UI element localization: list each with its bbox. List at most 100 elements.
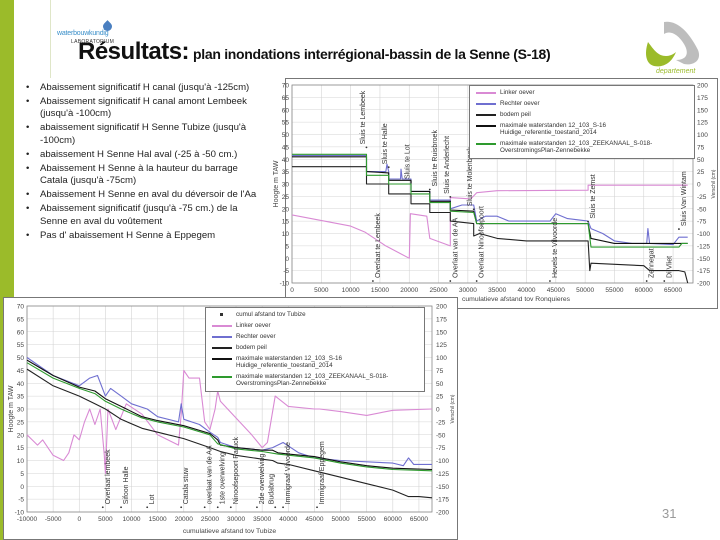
department-logo-icon (646, 21, 700, 67)
y-tick-label: 20 (17, 432, 25, 439)
annotation-marker (256, 506, 258, 509)
annotation-label: Overlaat te Lembeek (375, 213, 382, 278)
y-tick-label: 0 (285, 256, 289, 263)
x-tick-label: -5000 (45, 516, 62, 523)
y2-tick-label: 25 (436, 394, 444, 401)
series-line (26, 369, 433, 474)
legend-item: Linker oever (206, 320, 424, 331)
waterbouwkundig-logo: waterbouwkundig LABORATORIUM (57, 20, 127, 48)
x-tick-label: 40000 (517, 287, 535, 294)
x-tick-label: 35000 (253, 516, 271, 523)
annotation-marker (449, 196, 452, 198)
annotation-marker (428, 188, 431, 191)
annotation-marker (146, 506, 149, 509)
y-tick-label: 55 (17, 342, 25, 349)
x-tick-label: 20000 (400, 287, 418, 294)
legend-marker (220, 313, 223, 316)
x-tick-label: 60000 (635, 287, 653, 294)
x-tick-label: 50000 (576, 287, 594, 294)
annotation-label: Sluis Van Wintam (681, 171, 688, 226)
series-line (26, 359, 433, 471)
y-tick-label: 40 (17, 381, 25, 388)
x-tick-label: 0 (77, 516, 81, 523)
y2-tick-label: -75 (697, 219, 707, 226)
legend-swatch (476, 143, 496, 145)
legend-label: Linker oever (500, 89, 535, 96)
y2-tick-label: -25 (697, 194, 707, 201)
annotation-marker (549, 280, 551, 282)
bullet-item: abaissement H Senne Hal aval (-25 à -50 … (24, 149, 264, 162)
annotation-marker (410, 181, 412, 183)
y-tick-label: -5 (18, 497, 24, 504)
annotation-marker (282, 506, 284, 509)
y2-tick-label: 150 (436, 329, 447, 336)
annotation-label: Sluis te Halle (382, 123, 389, 164)
y-tick-label: 30 (17, 407, 25, 414)
bullet-item: Pas d' abaissement H Senne à Eppegem (24, 230, 264, 243)
y-tick-label: 5 (285, 243, 289, 250)
annotation-label: Catala stuw (183, 467, 190, 505)
legend-item: Rechter oever (206, 331, 424, 342)
annotation-marker (180, 506, 183, 509)
annotation-marker (472, 208, 475, 211)
annotation-marker (587, 220, 589, 223)
department-logo-text: departement (656, 68, 696, 75)
y2-tick-label: 0 (697, 182, 701, 189)
legend-item: bodem peil (206, 342, 424, 353)
legend-label: cumul afstand tov Tubize (236, 311, 306, 318)
series-line (292, 153, 688, 248)
y-tick-label: 5 (20, 471, 24, 478)
legend-label: maximale waterstanden 12_103_S-16 Huidig… (236, 355, 343, 369)
x-tick-label: 50000 (332, 516, 350, 523)
y-tick-label: 10 (282, 231, 290, 238)
y2-tick-label: 200 (697, 83, 708, 90)
page-number: 31 (662, 506, 677, 521)
bullet-item: Abaissement significatif (jusqu'à -75 cm… (24, 203, 264, 228)
legend-item: bodem peil (470, 109, 694, 120)
series-line (26, 362, 433, 472)
y-tick-label: 70 (282, 83, 290, 90)
x-tick-label: 20000 (175, 516, 193, 523)
y2-tick-label: 100 (436, 355, 447, 362)
annotation-label: Sluis te Lot (405, 144, 412, 179)
y-tick-label: 15 (17, 445, 25, 452)
divider (50, 0, 51, 78)
annotation-label: Sifoon Halle (123, 466, 130, 504)
x-tick-label: 15000 (149, 516, 167, 523)
legend-item: cumul afstand tov Tubize (206, 309, 424, 320)
annotation-label: Sluis te Molenbeek (467, 147, 474, 207)
annotation-marker (229, 506, 232, 509)
annotation-marker (203, 506, 206, 509)
title-main: Résultats: (78, 38, 190, 65)
y2-tick-label: -50 (697, 206, 707, 213)
x-tick-label: 55000 (605, 287, 623, 294)
y-axis-label: Hoogte m TAW (8, 385, 15, 432)
x-axis-label: cumulatieve afstand tov Ronquieres (462, 296, 571, 303)
legend-swatch (212, 376, 232, 378)
bullet-item: Abaissement H Senne à la hauteur du barr… (24, 163, 264, 188)
bullet-list: Abaissement significatif H canal (jusqu'… (24, 82, 264, 244)
legend-item: Rechter oever (470, 98, 694, 109)
x-tick-label: 25000 (430, 287, 448, 294)
y2-tick-label: -175 (697, 268, 710, 275)
legend-label: maximale waterstanden 12_103_ZEEKANAAL_S… (500, 140, 653, 154)
legend-label: Rechter oever (236, 333, 276, 340)
y-tick-label: 20 (282, 206, 290, 213)
x-tick-label: 10000 (122, 516, 140, 523)
y-tick-label: 35 (282, 169, 290, 176)
legend-item: maximale waterstanden 12_103_ZEEKANAAL_S… (470, 138, 694, 156)
x-tick-label: 5000 (98, 516, 113, 523)
title-sub: plan inondations interrégional-bassin de… (193, 46, 551, 62)
y2-tick-label: 50 (697, 157, 705, 164)
chart-legend: cumul afstand tov Tubize Linker oever Re… (205, 307, 425, 392)
y2-tick-label: -75 (436, 445, 446, 452)
y2-tick-label: -125 (697, 243, 710, 250)
y-tick-label: 70 (17, 304, 25, 311)
y-axis-label: Hoogte m TAW (273, 160, 280, 207)
legend-swatch (476, 114, 496, 116)
y-tick-label: -10 (280, 281, 290, 288)
annotation-label: Overlaat lembeek (105, 449, 112, 504)
legend-label: bodem peil (500, 111, 531, 118)
logo-text: waterbouwkundig (57, 30, 109, 37)
x-tick-label: 60000 (384, 516, 402, 523)
